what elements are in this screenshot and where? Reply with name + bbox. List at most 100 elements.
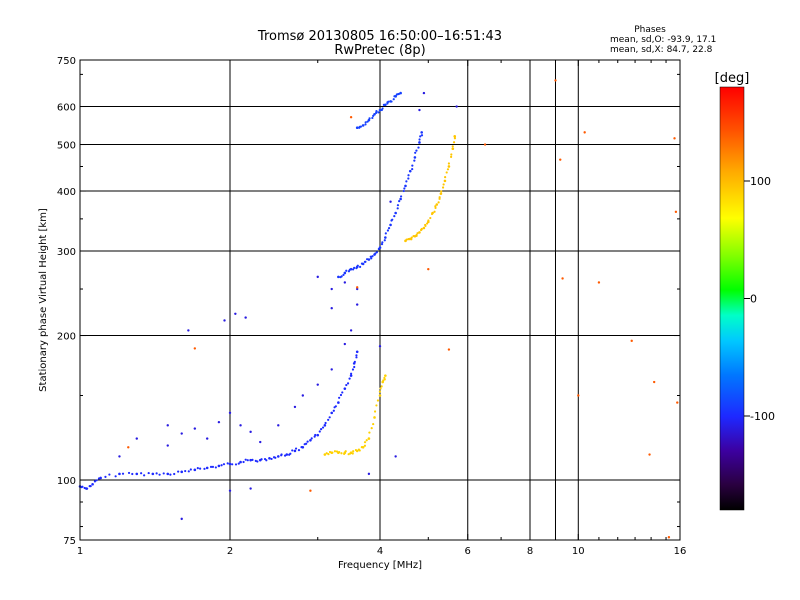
data-point xyxy=(389,200,392,203)
data-point xyxy=(415,233,418,237)
data-point xyxy=(166,444,169,447)
data-point xyxy=(309,438,312,442)
data-point xyxy=(184,469,187,473)
data-point xyxy=(228,462,232,466)
chart-title: Tromsø 20130805 16:50:00–16:51:43 xyxy=(257,29,502,44)
data-point xyxy=(349,329,353,332)
y-tick-label: 75 xyxy=(63,536,76,547)
data-point xyxy=(676,401,679,404)
data-point xyxy=(166,424,169,427)
data-point xyxy=(193,347,197,350)
data-point xyxy=(355,286,359,289)
data-point xyxy=(384,103,387,107)
data-point xyxy=(306,440,309,443)
data-point xyxy=(209,465,213,468)
y-tick-label: 300 xyxy=(57,247,76,258)
data-point xyxy=(228,489,232,492)
data-point xyxy=(374,252,377,255)
data-point xyxy=(434,206,437,210)
data-point xyxy=(330,368,333,371)
data-point xyxy=(325,452,328,455)
data-point xyxy=(450,155,453,158)
data-point xyxy=(394,211,397,215)
data-point xyxy=(382,379,385,382)
data-point xyxy=(393,215,396,218)
data-point xyxy=(203,467,206,470)
data-point xyxy=(274,456,277,459)
data-point xyxy=(338,451,341,454)
data-point xyxy=(405,238,408,241)
data-point xyxy=(118,472,121,476)
data-point xyxy=(339,393,343,397)
data-point xyxy=(446,168,450,171)
data-point xyxy=(399,197,402,201)
data-point xyxy=(217,420,221,424)
data-point xyxy=(277,424,280,427)
data-point xyxy=(89,485,92,488)
x-tick-label: 2 xyxy=(227,546,233,557)
data-point xyxy=(380,242,384,246)
data-point xyxy=(429,216,432,220)
data-point xyxy=(321,426,325,429)
data-point xyxy=(305,442,308,445)
data-point xyxy=(441,186,445,189)
data-point xyxy=(577,394,580,397)
y-tick-label: 600 xyxy=(57,103,76,114)
y-tick-label: 500 xyxy=(57,141,76,152)
data-point xyxy=(422,226,426,230)
data-point xyxy=(396,204,400,207)
data-point xyxy=(369,255,372,258)
data-point xyxy=(349,116,353,119)
y-tick-label: 100 xyxy=(57,476,76,487)
data-point xyxy=(583,131,586,134)
data-point xyxy=(438,197,441,200)
data-point xyxy=(364,121,367,124)
data-point xyxy=(355,356,358,359)
data-point xyxy=(340,452,343,455)
data-point xyxy=(289,452,292,455)
data-point xyxy=(346,382,350,385)
data-point xyxy=(155,472,158,475)
data-point xyxy=(411,164,414,167)
data-point xyxy=(323,453,327,456)
data-point xyxy=(231,463,234,466)
data-point xyxy=(350,372,353,375)
x-axis-ticks: 1 2 4 6 8 10 16 xyxy=(77,60,686,557)
data-point xyxy=(337,275,340,279)
data-point xyxy=(293,405,297,409)
data-point xyxy=(268,456,271,460)
data-point xyxy=(351,368,355,371)
colorbar-gradient xyxy=(719,86,745,511)
data-point xyxy=(420,131,423,134)
data-point xyxy=(380,385,383,388)
data-point xyxy=(399,91,402,95)
data-point xyxy=(427,219,430,222)
data-point xyxy=(193,468,197,472)
y-axis-label: Stationary phase Virtual Height [km] xyxy=(38,208,49,392)
data-point xyxy=(433,210,436,213)
data-point xyxy=(341,391,344,394)
data-point xyxy=(249,458,252,462)
data-point xyxy=(437,201,440,204)
chart-subtitle: RwPretec (8p) xyxy=(334,43,425,58)
data-point xyxy=(420,227,423,231)
series-o-trace-echo-cluster xyxy=(355,91,402,130)
data-point xyxy=(450,153,453,156)
data-point xyxy=(361,446,365,449)
data-point xyxy=(108,473,111,476)
data-point xyxy=(270,457,273,461)
data-point xyxy=(417,146,420,149)
data-point xyxy=(455,105,458,108)
data-point xyxy=(301,446,305,449)
data-point xyxy=(361,262,365,266)
data-point xyxy=(419,135,422,138)
data-point xyxy=(99,476,102,480)
data-point xyxy=(444,176,447,179)
data-point xyxy=(166,472,170,476)
data-point xyxy=(378,345,382,348)
data-point xyxy=(370,427,373,430)
data-point xyxy=(342,273,345,277)
data-point xyxy=(244,458,247,461)
data-points xyxy=(78,79,679,539)
series-o-trace-f-region-lower- xyxy=(78,350,359,490)
